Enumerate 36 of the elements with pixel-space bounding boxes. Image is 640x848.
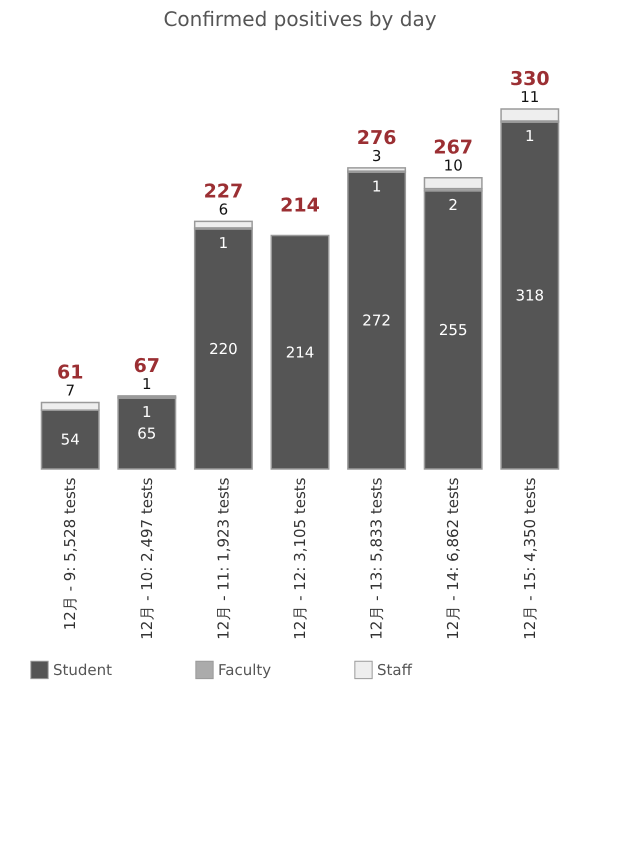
legend-label: Student bbox=[53, 660, 112, 679]
data-label: 1 bbox=[142, 403, 152, 422]
data-label: 214 bbox=[286, 343, 314, 362]
legend-label: Staff bbox=[377, 660, 413, 679]
data-label: 2 bbox=[448, 196, 458, 214]
total-label: 276 bbox=[356, 126, 396, 149]
total-label: 267 bbox=[433, 136, 474, 159]
data-label: 1 bbox=[218, 234, 228, 252]
x-tick-label: 12月 - 12: 3,105 tests bbox=[291, 477, 309, 640]
legend-label: Faculty bbox=[218, 660, 272, 679]
data-label: 11 bbox=[520, 88, 540, 106]
total-label: 61 bbox=[56, 361, 84, 384]
x-tick-label: 12月 - 15: 4,350 tests bbox=[520, 477, 539, 640]
data-label: 3 bbox=[372, 146, 382, 165]
data-label: 1 bbox=[525, 127, 535, 146]
data-label: 255 bbox=[438, 320, 468, 339]
total-label: 227 bbox=[204, 180, 244, 202]
data-label: 272 bbox=[362, 312, 391, 330]
x-tick-label: 12月 - 13: 5,833 tests bbox=[368, 477, 386, 640]
total-label: 330 bbox=[510, 68, 550, 90]
data-label: 7 bbox=[65, 381, 75, 400]
x-tick-label: 12月 - 10: 2,497 tests bbox=[138, 477, 156, 640]
x-tick-label: 12月 - 11: 1,923 tests bbox=[214, 477, 232, 640]
total-label: 214 bbox=[280, 194, 320, 217]
data-label: 1 bbox=[142, 374, 152, 393]
data-label: 54 bbox=[60, 430, 80, 449]
data-label: 10 bbox=[444, 156, 463, 175]
data-label: 1 bbox=[372, 177, 382, 196]
data-label: 318 bbox=[515, 286, 544, 305]
x-tick-label: 12月 - 14: 6,862 tests bbox=[444, 477, 462, 640]
chart-title: Confirmed positives by day bbox=[163, 7, 437, 31]
data-label: 6 bbox=[218, 200, 228, 218]
total-label: 67 bbox=[134, 354, 160, 377]
data-label: 65 bbox=[137, 424, 156, 443]
x-tick-label: 12月 - 9: 5,528 tests bbox=[61, 477, 80, 630]
data-label: 220 bbox=[209, 340, 238, 358]
